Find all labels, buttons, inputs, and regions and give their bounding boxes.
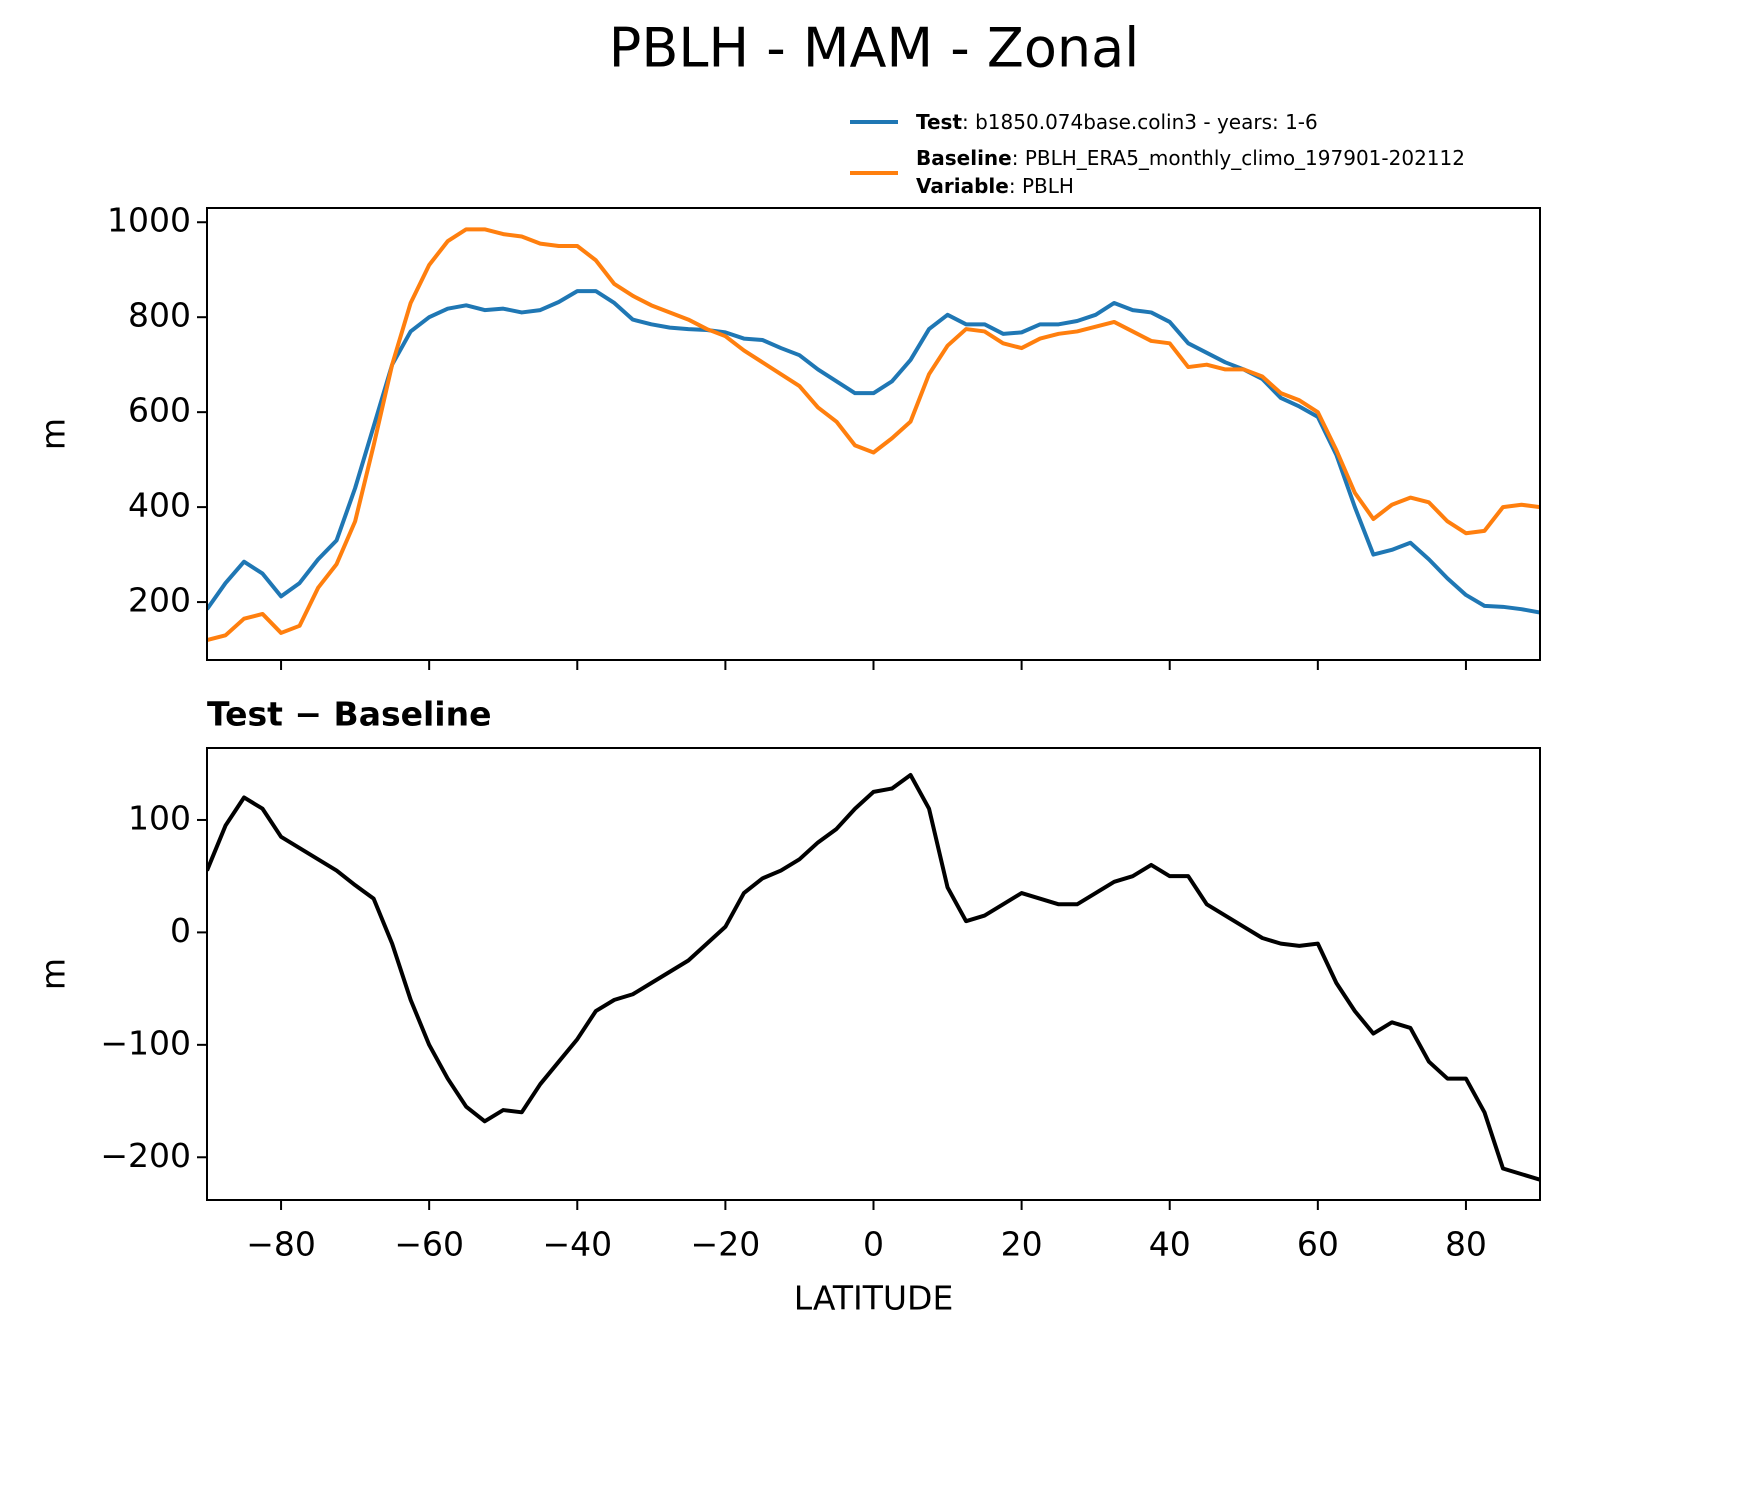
y-tick-label: −200 bbox=[100, 1136, 191, 1175]
data-line bbox=[207, 227, 1540, 642]
legend-entry: Baseline: PBLH_ERA5_monthly_climo_197901… bbox=[916, 146, 1465, 170]
y-tick-label: 0 bbox=[170, 911, 191, 950]
y-tick-label: −100 bbox=[100, 1023, 191, 1062]
axes-frame bbox=[206, 207, 1541, 661]
data-line bbox=[207, 289, 1540, 615]
x-tick-label: −80 bbox=[246, 1225, 316, 1264]
y-tick-label: 400 bbox=[128, 486, 191, 525]
x-tick-label: 0 bbox=[863, 1225, 884, 1264]
x-axis-label: LATITUDE bbox=[794, 1279, 954, 1318]
subplot-title: Test − Baseline bbox=[207, 695, 492, 734]
y-axis-label: m bbox=[34, 958, 73, 990]
y-axis-label: m bbox=[34, 418, 73, 450]
legend-entry: Variable: PBLH bbox=[916, 174, 1074, 198]
legend-desc: : PBLH_ERA5_monthly_climo_197901-202112 bbox=[1012, 146, 1465, 170]
legend-name: Baseline bbox=[916, 146, 1012, 170]
legend-desc: : PBLH bbox=[1009, 174, 1074, 198]
legend-entry: Test: b1850.074base.colin3 - years: 1-6 bbox=[916, 110, 1318, 134]
legend: Test: b1850.074base.colin3 - years: 1-6 … bbox=[850, 110, 1465, 198]
legend-name: Test bbox=[916, 110, 962, 134]
x-tick-label: −60 bbox=[394, 1225, 464, 1264]
x-tick-label: 60 bbox=[1297, 1225, 1339, 1264]
x-tick-label: 80 bbox=[1445, 1225, 1487, 1264]
y-tick-label: 600 bbox=[128, 391, 191, 430]
x-tick-label: 40 bbox=[1149, 1225, 1191, 1264]
legend-name: Variable bbox=[916, 174, 1009, 198]
data-line bbox=[207, 772, 1540, 1182]
x-tick-label: −20 bbox=[691, 1225, 761, 1264]
y-tick-label: 1000 bbox=[107, 201, 191, 240]
x-tick-label: 20 bbox=[1001, 1225, 1043, 1264]
x-tick-label: −40 bbox=[542, 1225, 612, 1264]
chart-title: PBLH - MAM - Zonal bbox=[609, 17, 1139, 80]
axes-frame bbox=[206, 747, 1541, 1201]
y-tick-label: 200 bbox=[128, 581, 191, 620]
legend-desc: : b1850.074base.colin3 - years: 1-6 bbox=[962, 110, 1318, 134]
y-tick-label: 100 bbox=[128, 798, 191, 837]
y-tick-label: 800 bbox=[128, 296, 191, 335]
